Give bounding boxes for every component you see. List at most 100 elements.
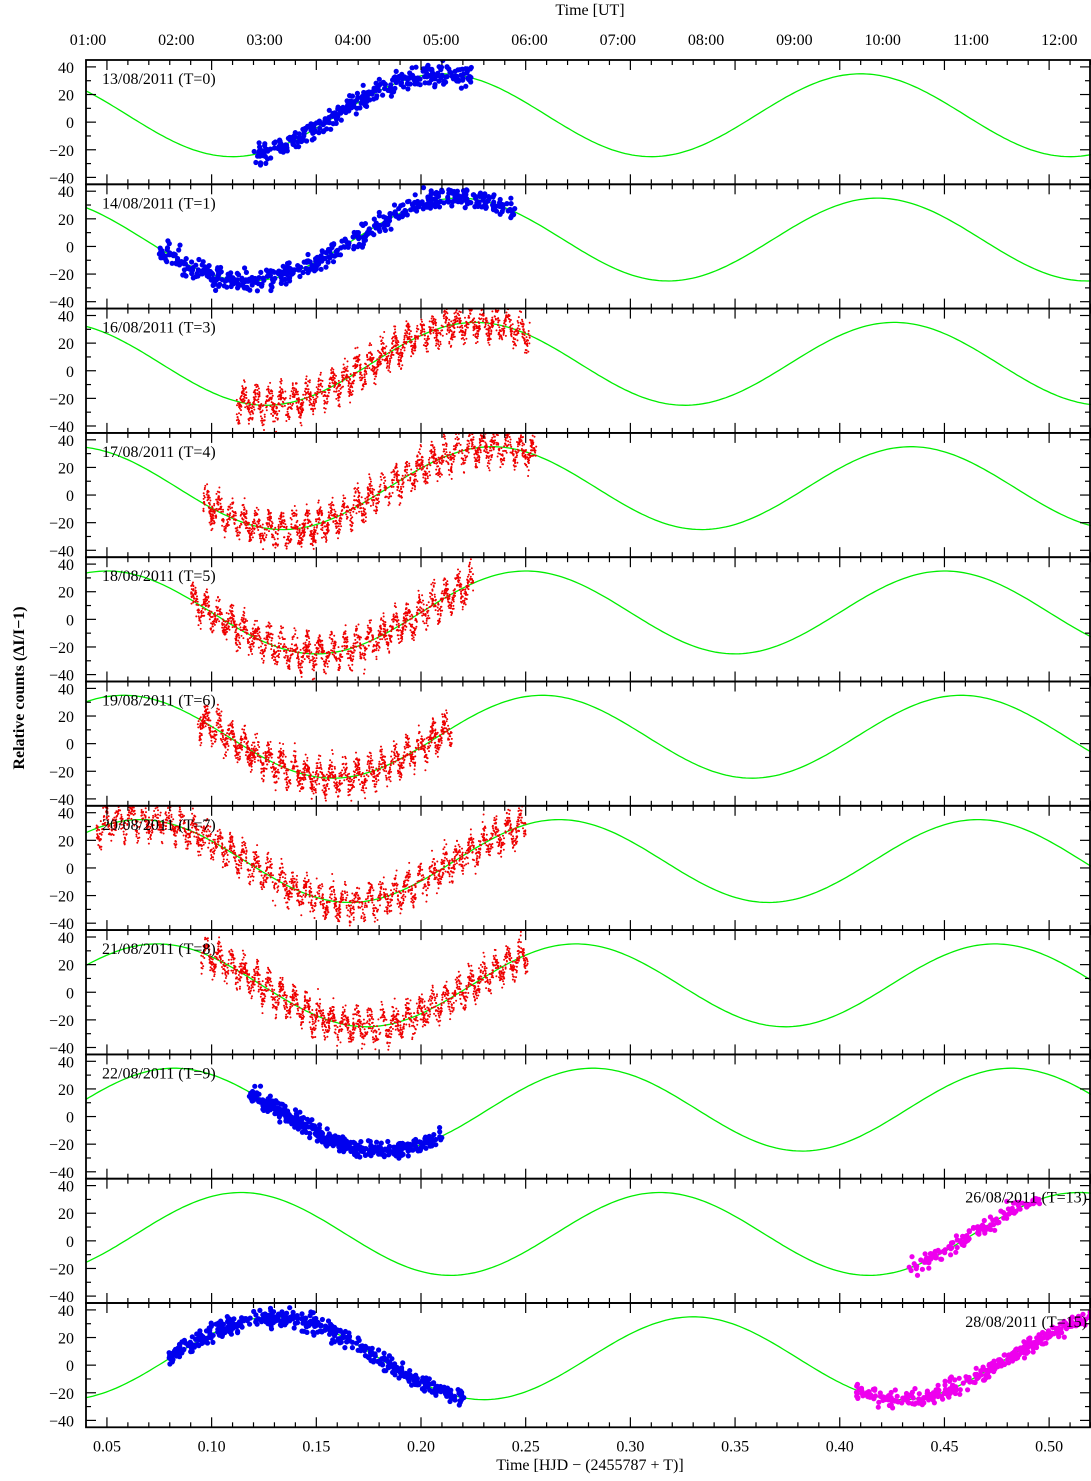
data-point (216, 498, 218, 501)
data-point (392, 620, 395, 623)
data-point (430, 452, 433, 455)
data-point (397, 483, 400, 486)
data-point (258, 391, 261, 393)
data-point (370, 491, 373, 494)
data-point (469, 320, 472, 323)
data-point (321, 379, 324, 382)
data-point (497, 321, 500, 324)
data-point (376, 502, 379, 504)
data-point (474, 458, 477, 461)
data-point (426, 477, 429, 480)
data-point (385, 486, 388, 489)
data-point (505, 451, 508, 454)
data-point (471, 447, 474, 450)
data-point (331, 379, 333, 381)
data-point (253, 528, 256, 531)
data-point (303, 534, 306, 537)
data-point (505, 311, 508, 314)
data-point (247, 530, 250, 533)
data-point (261, 657, 263, 660)
data-point (219, 507, 222, 510)
data-point (448, 473, 451, 476)
data-point (256, 525, 258, 528)
data-point (222, 508, 224, 511)
data-point (433, 329, 436, 331)
data-point (374, 93, 380, 99)
data-point (394, 331, 397, 334)
data-point (226, 521, 229, 523)
data-point (492, 204, 498, 210)
data-point (376, 213, 382, 219)
data-point (227, 508, 229, 511)
data-point (480, 437, 483, 440)
data-point (373, 382, 376, 385)
data-point (525, 351, 528, 354)
data-point (516, 461, 519, 464)
data-point (441, 461, 444, 464)
data-point (449, 328, 452, 331)
data-point (256, 520, 259, 523)
data-point (452, 336, 455, 338)
data-point (372, 504, 375, 506)
data-point (242, 392, 244, 395)
data-point (449, 203, 455, 209)
data-point (295, 521, 298, 524)
data-point (308, 392, 311, 395)
data-point (204, 266, 210, 272)
data-point (251, 418, 254, 421)
data-point (498, 337, 501, 340)
data-point (324, 407, 327, 410)
panel-plot-area (86, 432, 1091, 551)
data-point (426, 467, 428, 470)
data-point (271, 145, 278, 151)
data-point (279, 403, 282, 406)
data-point (270, 279, 276, 285)
panel-plot-area (86, 185, 1091, 294)
data-point (274, 546, 277, 549)
data-point (319, 373, 322, 376)
data-point (338, 395, 340, 398)
data-point (509, 325, 512, 328)
data-point (339, 387, 342, 390)
data-point (477, 455, 480, 458)
data-point (328, 503, 331, 506)
data-point (523, 334, 526, 336)
data-point (426, 80, 432, 86)
data-point (297, 273, 303, 280)
data-point (339, 512, 342, 515)
data-point (458, 314, 461, 317)
data-point (497, 443, 500, 446)
data-point (416, 455, 419, 458)
data-point (309, 524, 312, 527)
data-point (379, 355, 382, 358)
data-point (500, 206, 506, 212)
data-point (350, 394, 353, 396)
data-point (312, 410, 315, 413)
data-point (252, 527, 254, 530)
data-point (381, 221, 387, 227)
data-point (181, 267, 187, 273)
data-point (296, 405, 299, 408)
data-point (297, 539, 300, 542)
data-point (297, 408, 300, 411)
data-point (349, 519, 352, 522)
data-point (401, 346, 404, 349)
data-point (476, 337, 479, 340)
data-point (437, 456, 440, 459)
data-point (371, 498, 373, 501)
data-point (415, 462, 418, 465)
data-point (323, 391, 326, 393)
data-point (348, 508, 351, 511)
data-point (372, 356, 375, 359)
data-point (334, 382, 337, 385)
data-point (403, 469, 406, 472)
data-point (259, 281, 265, 287)
data-point (474, 460, 477, 463)
data-point (388, 93, 394, 99)
data-point (291, 526, 294, 529)
data-point (497, 324, 500, 327)
data-point (436, 480, 439, 483)
data-point (317, 385, 320, 388)
data-point (294, 526, 297, 529)
data-point (446, 317, 449, 320)
